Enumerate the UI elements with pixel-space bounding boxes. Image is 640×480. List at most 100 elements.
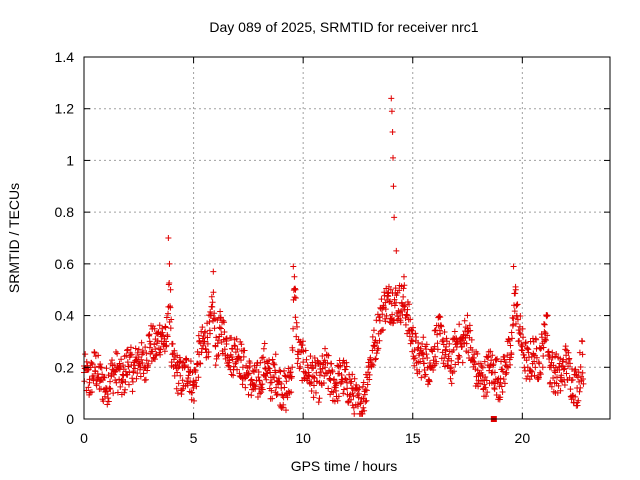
data-point	[482, 373, 489, 380]
data-point	[342, 375, 349, 382]
data-point	[267, 369, 274, 376]
data-point	[208, 312, 215, 319]
data-point	[390, 183, 397, 190]
data-point	[529, 368, 536, 375]
data-point	[566, 355, 573, 362]
data-point	[288, 373, 295, 380]
data-point	[446, 340, 453, 347]
data-point	[146, 331, 153, 338]
data-point	[518, 347, 525, 354]
data-point	[385, 283, 392, 290]
data-point	[543, 313, 550, 320]
data-point	[232, 349, 239, 356]
data-point	[122, 368, 129, 375]
data-point	[466, 322, 473, 329]
data-point	[254, 394, 261, 401]
data-point	[577, 364, 584, 371]
data-point	[398, 308, 405, 315]
data-point	[458, 343, 465, 350]
data-point	[137, 363, 144, 370]
data-point	[118, 356, 125, 363]
data-point	[524, 345, 531, 352]
data-point	[392, 285, 399, 292]
data-point	[90, 372, 97, 379]
data-point	[202, 346, 209, 353]
data-point	[136, 360, 143, 367]
data-point	[202, 328, 209, 335]
data-point	[348, 378, 355, 385]
data-point	[361, 407, 368, 414]
data-point	[515, 327, 522, 334]
data-point	[378, 296, 385, 303]
data-point	[408, 337, 415, 344]
data-point	[369, 347, 376, 354]
data-point	[562, 343, 569, 350]
data-point	[116, 360, 123, 367]
data-point	[273, 392, 280, 399]
data-point	[439, 336, 446, 343]
data-point	[167, 304, 174, 311]
data-point	[97, 385, 104, 392]
data-point	[422, 371, 429, 378]
data-point	[340, 390, 347, 397]
data-point	[183, 356, 190, 363]
data-point	[433, 358, 440, 365]
data-point	[114, 350, 121, 357]
data-point	[249, 367, 256, 374]
data-point	[107, 378, 114, 385]
data-point	[106, 385, 113, 392]
data-point	[290, 325, 297, 332]
data-point	[201, 338, 208, 345]
data-point	[149, 348, 156, 355]
data-point	[289, 364, 296, 371]
data-point	[411, 347, 418, 354]
data-point	[464, 312, 471, 319]
data-point	[551, 367, 558, 374]
data-point	[308, 378, 315, 385]
data-point	[516, 337, 523, 344]
data-point	[580, 380, 587, 387]
data-point	[497, 358, 504, 365]
data-point	[165, 310, 172, 317]
data-point	[533, 336, 540, 343]
data-point	[359, 410, 366, 417]
data-point	[391, 302, 398, 309]
data-point	[208, 293, 215, 300]
data-point	[418, 350, 425, 357]
data-point	[240, 353, 247, 360]
data-point	[206, 318, 213, 325]
data-point	[579, 369, 586, 376]
data-point	[440, 360, 447, 367]
data-point	[91, 349, 98, 356]
data-point	[576, 388, 583, 395]
data-point	[395, 313, 402, 320]
data-point	[391, 296, 398, 303]
data-point	[426, 378, 433, 385]
data-point	[134, 370, 141, 377]
data-point	[211, 325, 218, 332]
data-point	[407, 340, 414, 347]
data-point	[83, 358, 90, 365]
data-point	[177, 372, 184, 379]
data-point	[488, 357, 495, 364]
data-point	[517, 313, 524, 320]
data-point	[169, 340, 176, 347]
data-point	[107, 385, 114, 392]
data-point	[575, 369, 582, 376]
data-point	[463, 340, 470, 347]
data-point	[507, 342, 514, 349]
data-point	[121, 353, 128, 360]
data-point	[89, 361, 96, 368]
data-point	[213, 353, 220, 360]
data-point	[282, 407, 289, 414]
data-point	[233, 358, 240, 365]
data-point	[482, 384, 489, 391]
data-point	[430, 366, 437, 373]
data-point	[320, 380, 327, 387]
data-point	[112, 377, 119, 384]
data-point	[166, 279, 173, 286]
data-point	[356, 384, 363, 391]
data-point	[569, 376, 576, 383]
data-point	[238, 341, 245, 348]
data-point	[400, 285, 407, 292]
